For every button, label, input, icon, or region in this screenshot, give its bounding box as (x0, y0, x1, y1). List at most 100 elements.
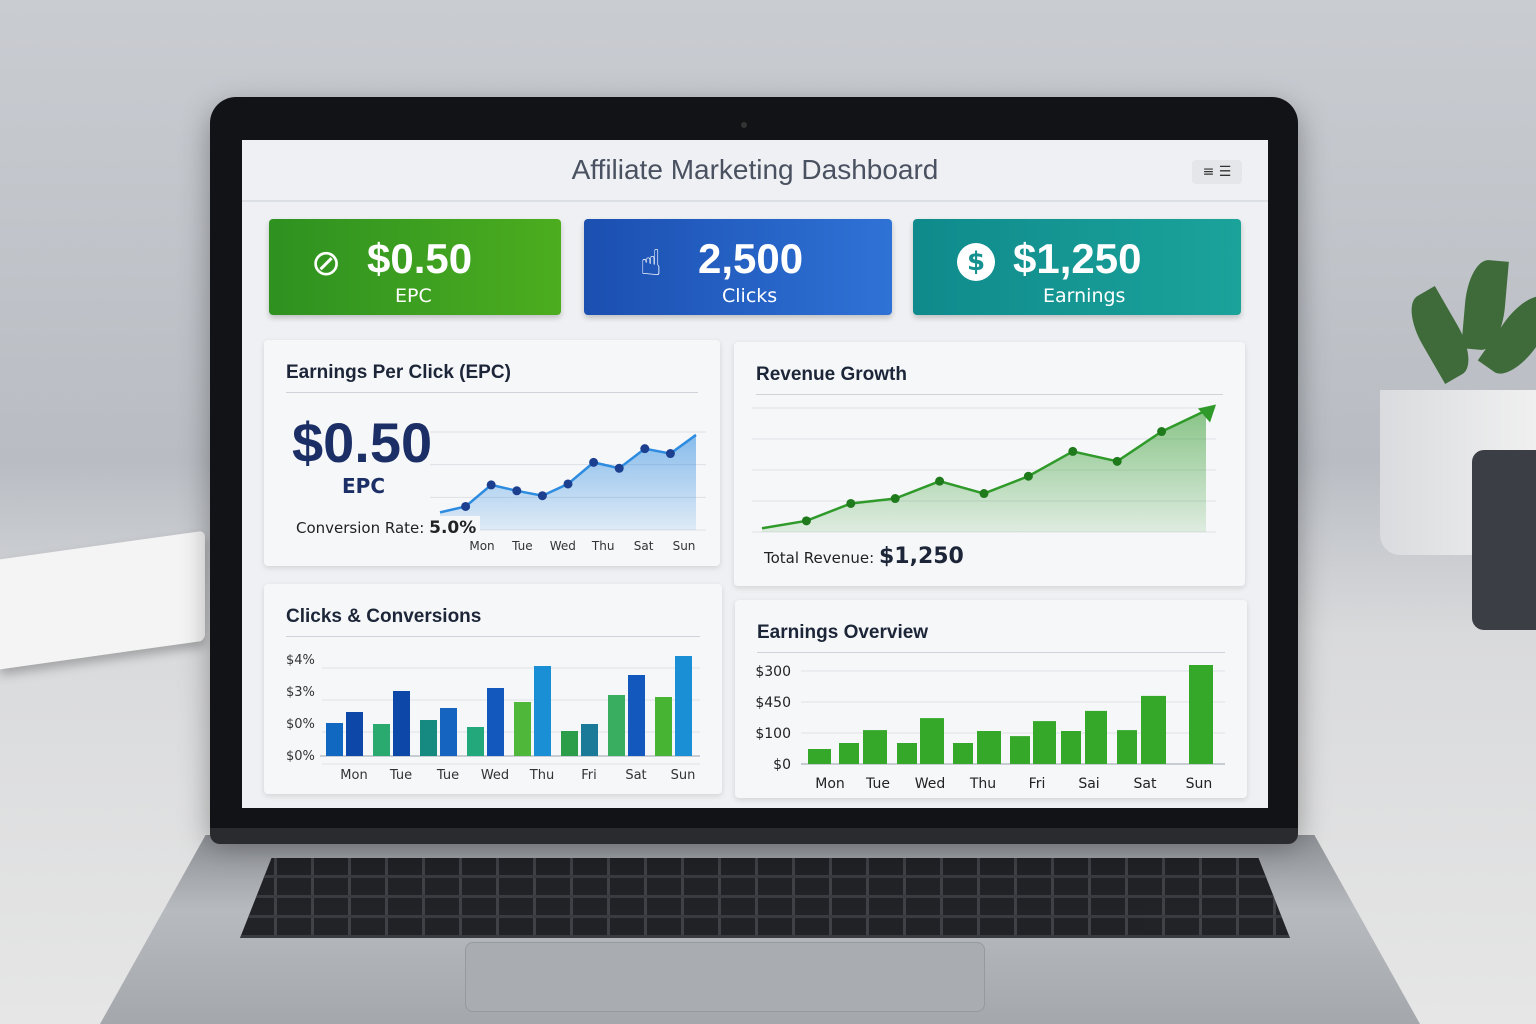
x-tick-label: Sun (1186, 776, 1213, 792)
card-title: Earnings Overview (757, 622, 929, 643)
data-point (589, 457, 599, 467)
bar (655, 697, 672, 756)
data-point (640, 444, 650, 454)
earnings-chart: $0 $100 $450 $300 Mon Tue Wed Thu Fri Sai Sat Sun (755, 664, 1225, 792)
data-point (1112, 456, 1122, 466)
percent-coin-icon: ⊘ (311, 243, 342, 284)
divider (756, 394, 1223, 395)
bar (839, 743, 859, 764)
bar (1117, 730, 1137, 764)
kpi-epc[interactable]: ⊘ $0.50 EPC (269, 219, 561, 315)
trackpad[interactable] (465, 942, 985, 1012)
page-title: Affiliate Marketing Dashboard (571, 154, 939, 185)
bar (1033, 721, 1056, 764)
bar (897, 743, 917, 764)
clicks-card: Clicks & Conversions $4% $3% $0% $0% Mon Tue T… (264, 584, 722, 794)
bar (675, 656, 692, 756)
menu-button[interactable]: ≡ ☰ (1192, 160, 1242, 184)
bar (440, 708, 457, 756)
y-tick-label: $0% (286, 717, 315, 732)
y-tick-label: $0% (286, 749, 315, 764)
x-tick-label: Thu (591, 539, 615, 553)
x-tick-label: Thu (969, 776, 996, 792)
list-icon: ≡ ☰ (1202, 164, 1232, 180)
divider (757, 652, 1225, 653)
bar (953, 743, 973, 764)
data-point (801, 516, 811, 526)
kpi-value: $1,250 (1013, 235, 1142, 282)
total-revenue-value: $1,250 (878, 544, 964, 569)
x-tick-label: Wed (550, 539, 576, 553)
x-tick-label: Sun (671, 768, 696, 783)
bar (326, 723, 343, 756)
laptop-hinge (210, 828, 1298, 844)
bar (514, 702, 531, 756)
x-tick-label: Sun (673, 539, 696, 553)
y-tick-label: $450 (755, 695, 791, 711)
bar (977, 731, 1001, 764)
x-tick-label: Fri (1029, 776, 1046, 792)
x-tick-label: Tue (865, 776, 890, 792)
bar (1189, 665, 1213, 764)
arrow-head (1198, 404, 1216, 423)
divider (286, 392, 698, 393)
epc-card: Earnings Per Click (EPC) Mon Tue Wed Thu Sat… (264, 340, 720, 566)
data-point (512, 486, 522, 496)
data-point (890, 494, 900, 504)
x-tick-label: Wed (915, 776, 946, 792)
conversion-value: 5.0% (429, 518, 477, 538)
y-tick-label: $4% (286, 653, 315, 668)
kpi-clicks[interactable]: ☝ 2,500 Clicks (584, 219, 892, 315)
x-tick-label: Sai (1078, 776, 1099, 792)
data-point (979, 489, 989, 499)
x-tick-label: Wed (481, 768, 509, 783)
data-point (614, 463, 624, 473)
revenue-card: Revenue Growth Total Revenue: $1,250 (734, 342, 1245, 586)
card-title: Earnings Per Click (EPC) (286, 362, 511, 383)
bar (467, 727, 484, 756)
bar (487, 688, 504, 756)
data-point (486, 480, 496, 490)
kpi-value: $0.50 (367, 235, 473, 282)
x-tick-label: Mon (340, 768, 367, 783)
x-tick-label: Sat (625, 768, 646, 783)
bar (863, 730, 887, 764)
data-point (935, 476, 945, 486)
x-tick-label: Tue (436, 768, 459, 783)
bar (628, 675, 645, 756)
epc-big-label: EPC (342, 474, 385, 498)
card-title: Revenue Growth (756, 364, 907, 385)
earnings-card: Earnings Overview $0 $100 $450 $300 Mon Tue We… (735, 600, 1247, 798)
mug (1472, 450, 1536, 630)
kpi-label: Earnings (1043, 285, 1126, 307)
card-title: Clicks & Conversions (286, 606, 482, 627)
epc-chart: Mon Tue Wed Thu Sat Sun (430, 431, 706, 553)
bar (1061, 731, 1081, 764)
bar (1010, 736, 1030, 764)
x-tick-label: Thu (529, 768, 554, 783)
kpi-value: 2,500 (698, 235, 804, 282)
bar (420, 720, 437, 756)
bar (346, 712, 363, 756)
x-tick-label: Fri (581, 768, 597, 783)
x-tick-label: Sat (1134, 776, 1157, 792)
data-point (563, 479, 573, 489)
data-point (665, 449, 675, 459)
data-point (846, 498, 856, 508)
bar (920, 718, 944, 764)
cursor-click-icon: ☝ (640, 243, 662, 284)
keyboard-rows (240, 858, 1290, 938)
x-tick-label: Sat (634, 539, 654, 553)
revenue-chart (752, 404, 1216, 533)
camera (741, 122, 747, 128)
total-revenue-label: Total Revenue: (764, 549, 875, 567)
bar (1085, 710, 1107, 764)
epc-big-value: $0.50 (292, 411, 433, 474)
data-point (537, 491, 547, 501)
y-tick-label: $0 (773, 757, 791, 773)
y-tick-label: $3% (286, 685, 315, 700)
data-point (1023, 471, 1033, 481)
kpi-earnings[interactable]: $ $1,250 Earnings (913, 219, 1241, 315)
bar (393, 691, 410, 756)
series-area (762, 410, 1206, 532)
